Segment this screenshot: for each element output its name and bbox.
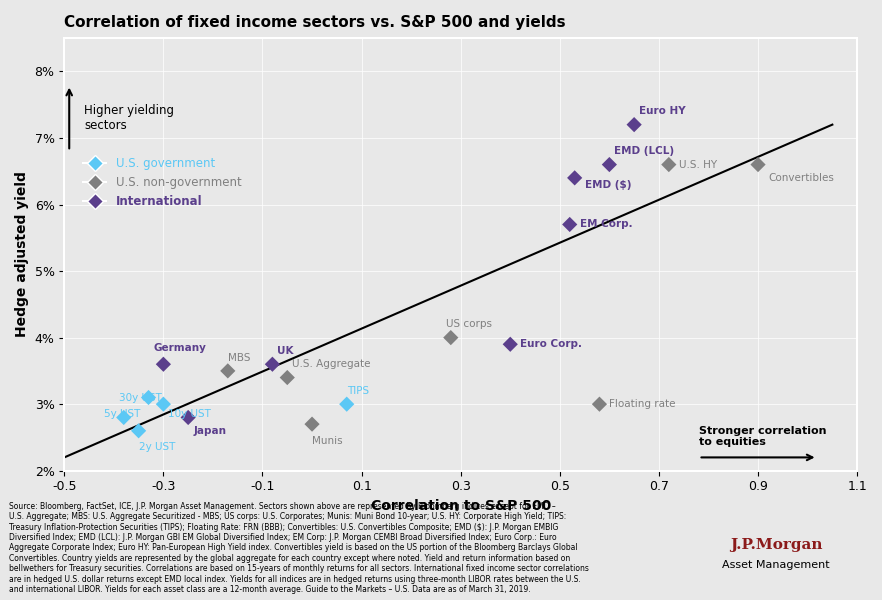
Text: EM Corp.: EM Corp. [579,220,632,229]
Text: Germany: Germany [153,343,206,353]
Point [563,220,577,229]
Text: MBS: MBS [228,353,250,362]
Text: EMD ($): EMD ($) [585,179,632,190]
Point [568,173,582,182]
X-axis label: Correlation to S&P 500: Correlation to S&P 500 [370,499,551,513]
Point [116,413,131,422]
Point [280,373,295,382]
Text: 10y UST: 10y UST [168,409,211,419]
Point [265,359,280,369]
Point [141,393,155,403]
Point [181,413,195,422]
Text: U.S. HY: U.S. HY [679,160,717,170]
Point [220,366,235,376]
Point [156,359,170,369]
Point [131,426,146,436]
Text: J.P.Morgan: J.P.Morgan [730,538,822,552]
Text: US corps: US corps [445,319,492,329]
Text: 2y UST: 2y UST [138,442,175,452]
Text: U.S. Aggregate: U.S. Aggregate [292,359,370,369]
Text: Convertibles: Convertibles [768,173,833,183]
Text: TIPS: TIPS [347,386,369,396]
Text: 5y UST: 5y UST [104,409,140,419]
Text: Stronger correlation
to equities: Stronger correlation to equities [699,426,826,448]
Text: 30y UST: 30y UST [119,392,161,403]
Text: Higher yielding
sectors: Higher yielding sectors [84,104,174,132]
Point [593,400,607,409]
Text: Correlation of fixed income sectors vs. S&P 500 and yields: Correlation of fixed income sectors vs. … [64,15,566,30]
Point [627,120,641,130]
Point [662,160,676,169]
Point [602,160,617,169]
Text: Asset Management: Asset Management [722,560,830,570]
Y-axis label: Hedge adjusted yield: Hedge adjusted yield [15,172,29,337]
Point [444,333,458,343]
Text: UK: UK [277,346,294,356]
Point [751,160,765,169]
Point [340,400,354,409]
Point [504,340,518,349]
Legend: U.S. government, U.S. non-government, International: U.S. government, U.S. non-government, In… [78,152,246,212]
Text: Source: Bloomberg, FactSet, ICE, J.P. Morgan Asset Management. Sectors shown abo: Source: Bloomberg, FactSet, ICE, J.P. Mo… [9,502,588,594]
Point [305,419,319,429]
Point [156,400,170,409]
Text: Munis: Munis [312,436,343,446]
Text: Japan: Japan [193,426,226,436]
Text: Euro Corp.: Euro Corp. [520,339,582,349]
Text: EMD (LCL): EMD (LCL) [615,146,675,156]
Text: Floating rate: Floating rate [609,399,676,409]
Text: Euro HY: Euro HY [639,106,685,116]
